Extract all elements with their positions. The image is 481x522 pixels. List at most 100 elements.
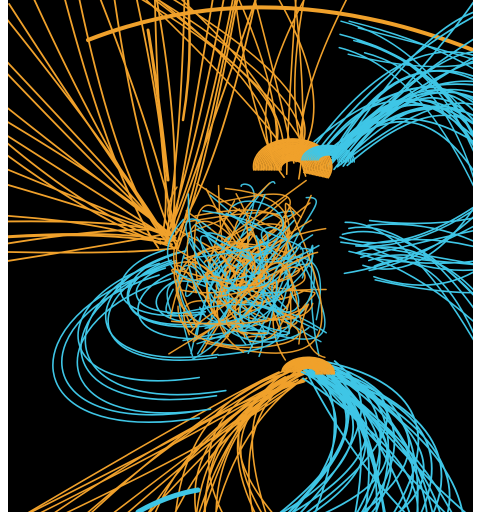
cyan-field-line <box>344 221 473 341</box>
cyan-field-line <box>333 51 473 171</box>
core-field-line <box>177 235 280 305</box>
cyan-field-line <box>338 46 473 187</box>
core-field-line <box>188 265 310 343</box>
orange-swirl <box>268 150 317 176</box>
cyan-field-line <box>346 114 473 167</box>
orange-swirl <box>289 361 327 375</box>
cyan-field-loop <box>77 262 200 382</box>
cyan-field-line <box>319 359 420 512</box>
cyan-thick-line <box>135 487 201 512</box>
core-field-line <box>171 230 268 286</box>
cyan-field-line <box>279 366 348 512</box>
core-field-line <box>185 218 285 294</box>
orange-swirl <box>296 365 320 375</box>
orange-field-line <box>8 233 165 262</box>
cyan-field-line <box>324 362 382 512</box>
orange-swirl <box>273 154 313 175</box>
orange-field-line <box>40 370 297 512</box>
orange-field-line <box>248 372 297 512</box>
orange-field-line <box>29 375 291 512</box>
orange-field-line <box>8 73 178 243</box>
orange-field-line <box>54 379 308 512</box>
orange-field-line <box>141 0 279 153</box>
orange-swirl <box>257 141 328 178</box>
cyan-swirl <box>304 146 352 163</box>
orange-field-line <box>87 370 292 512</box>
orange-swirl <box>283 358 333 375</box>
core-field-line <box>286 196 317 307</box>
cyan-field-line <box>356 39 473 152</box>
orange-swirl <box>297 366 319 375</box>
orange-field-line <box>64 0 160 249</box>
core-field-line <box>204 202 311 326</box>
cyan-field-line <box>357 251 473 266</box>
orange-field-line <box>8 142 162 241</box>
cyan-field-line <box>355 246 473 295</box>
cyan-field-loop <box>80 261 218 401</box>
core-field-line <box>173 264 229 338</box>
cyan-field-line <box>347 53 473 68</box>
orange-swirl <box>288 360 328 375</box>
orange-swirl <box>272 153 314 175</box>
orange-swirl <box>263 147 322 177</box>
orange-field-line <box>236 370 303 512</box>
cyan-field-line <box>340 241 473 265</box>
orange-field-line <box>8 19 175 250</box>
cyan-swirl <box>302 145 354 163</box>
orange-field-line <box>8 168 177 239</box>
core-field-line <box>193 200 285 258</box>
orange-field-line <box>175 372 287 512</box>
cyan-field-line <box>311 365 336 512</box>
cyan-field-line <box>326 375 410 512</box>
tangled-core <box>165 138 355 375</box>
orange-swirl <box>262 145 324 177</box>
orange-swirl <box>265 148 320 177</box>
core-field-line <box>199 248 314 323</box>
cyan-field-line <box>332 70 473 153</box>
cyan-field-line <box>357 27 473 61</box>
core-field-line <box>247 193 322 321</box>
cyan-field-line <box>343 225 473 275</box>
orange-thick-arc <box>146 28 170 182</box>
cyan-field-line <box>368 216 473 272</box>
cyan-field-line <box>331 107 473 159</box>
orange-swirl <box>252 138 333 179</box>
orange-field-line <box>156 0 304 156</box>
orange-field-line <box>8 61 173 242</box>
cyan-field-line <box>365 244 473 272</box>
orange-swirl <box>259 143 327 178</box>
cyan-field-line <box>312 378 367 512</box>
orange-swirl <box>292 363 324 375</box>
visualization-frame <box>8 0 473 512</box>
cyan-field-line <box>302 377 419 512</box>
orange-swirl <box>254 139 332 179</box>
cyan-field-line <box>376 258 473 265</box>
core-field-line <box>170 303 310 345</box>
orange-field-line <box>174 0 237 250</box>
cyan-field-line <box>327 370 451 512</box>
orange-swirl <box>260 144 325 178</box>
orange-field-line <box>8 247 176 254</box>
cyan-field-line <box>368 217 473 225</box>
core-field-line <box>232 202 302 307</box>
orange-field-line <box>113 370 306 512</box>
orange-swirl <box>267 149 319 176</box>
orange-swirl <box>286 359 330 375</box>
core-field-line <box>175 231 252 282</box>
orange-field-line <box>8 184 165 236</box>
orange-swirl <box>299 367 317 375</box>
cyan-field-loop <box>119 249 205 317</box>
orange-field-line <box>204 381 305 512</box>
cyan-swirl <box>308 148 348 163</box>
cyan-field-line <box>297 369 378 512</box>
core-field-line <box>232 262 326 359</box>
orange-swirl <box>276 157 309 174</box>
orange-field-line <box>293 0 305 153</box>
core-field-line <box>191 279 278 360</box>
cyan-field-line <box>353 39 473 136</box>
orange-swirl <box>290 362 326 375</box>
cyan-swirl <box>301 144 355 163</box>
core-field-line <box>165 288 327 334</box>
orange-swirl <box>255 140 330 178</box>
cyan-swirl <box>306 147 350 163</box>
